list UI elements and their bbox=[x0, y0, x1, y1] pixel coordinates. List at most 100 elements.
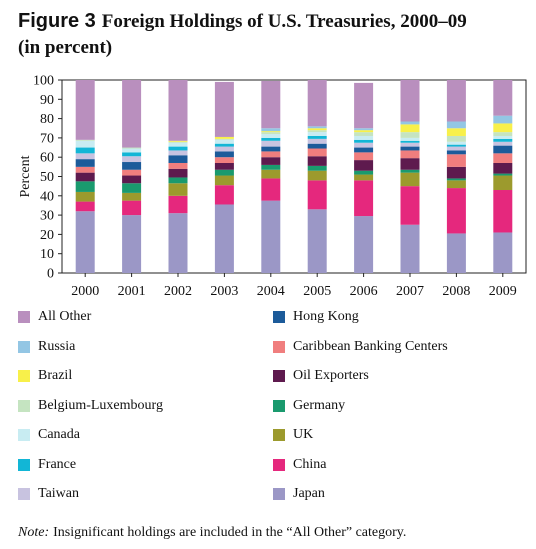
bar-segment bbox=[446, 144, 466, 147]
note-label: Note: bbox=[18, 525, 50, 540]
x-tick-label: 2007 bbox=[396, 284, 424, 299]
bar-segment bbox=[307, 130, 327, 133]
bar-segment bbox=[261, 132, 281, 135]
x-tick-label: 2006 bbox=[350, 284, 378, 299]
bar-segment bbox=[168, 80, 188, 141]
y-tick-label: 70 bbox=[40, 131, 54, 146]
bar-segment bbox=[261, 128, 281, 132]
bar-segment bbox=[446, 233, 466, 273]
bar-segment bbox=[307, 132, 327, 136]
bar-segment bbox=[168, 168, 188, 178]
legend-swatch bbox=[18, 488, 30, 500]
bar-segment bbox=[168, 177, 188, 184]
title-subtitle: (in percent) bbox=[18, 37, 113, 58]
bar-segment bbox=[400, 150, 420, 159]
bar-segment bbox=[307, 148, 327, 157]
bar-segment bbox=[75, 181, 95, 192]
bar-segment bbox=[214, 169, 234, 176]
bar-segment bbox=[214, 204, 234, 273]
legend-swatch bbox=[273, 340, 285, 353]
bar-segment bbox=[122, 162, 142, 170]
bar-segment bbox=[168, 183, 188, 196]
bar-segment bbox=[354, 139, 374, 143]
bar-segment bbox=[400, 124, 420, 133]
bar-segment bbox=[261, 151, 281, 158]
y-tick-label: 60 bbox=[40, 151, 54, 166]
bar-segment bbox=[168, 162, 188, 169]
x-tick-label: 2008 bbox=[442, 284, 470, 299]
bar-segment bbox=[400, 132, 420, 138]
x-tick-label: 2001 bbox=[118, 284, 146, 299]
bar-segment bbox=[168, 141, 188, 143]
bar-segment bbox=[446, 180, 466, 189]
bar-segment bbox=[261, 131, 281, 133]
bar-segment bbox=[214, 143, 234, 147]
y-tick-label: 0 bbox=[47, 267, 54, 282]
bar-segment bbox=[307, 126, 327, 129]
bar-segment bbox=[307, 165, 327, 171]
bar-segment bbox=[446, 128, 466, 136]
bar-segment bbox=[214, 139, 234, 144]
bar-segment bbox=[446, 121, 466, 129]
legend-label: Oil Exporters bbox=[293, 368, 369, 383]
bar-segment bbox=[122, 215, 142, 273]
legend-swatch bbox=[18, 311, 30, 323]
legend-label: Canada bbox=[38, 427, 80, 442]
x-tick-label: 2000 bbox=[71, 284, 99, 299]
bar-segment bbox=[493, 145, 513, 154]
legend-label: China bbox=[293, 456, 327, 472]
legend-label: Taiwan bbox=[38, 486, 80, 501]
y-tick-label: 40 bbox=[40, 189, 54, 204]
bar-segment bbox=[214, 185, 234, 205]
bar-segment bbox=[446, 150, 466, 155]
x-tick-label: 2009 bbox=[489, 284, 517, 299]
bar-segment bbox=[261, 178, 281, 201]
bar-segment bbox=[354, 216, 374, 273]
bar-segment bbox=[307, 128, 327, 131]
bar-segment bbox=[307, 170, 327, 181]
bar-segment bbox=[354, 132, 374, 136]
bar-segment bbox=[307, 209, 327, 273]
bar-segment bbox=[493, 115, 513, 124]
y-tick-label: 20 bbox=[40, 228, 54, 243]
bar-segment bbox=[307, 138, 327, 144]
bar-segment bbox=[261, 134, 281, 138]
figure-label: Figure 3 bbox=[18, 10, 96, 32]
bar-segment bbox=[75, 80, 95, 140]
bar-segment bbox=[493, 175, 513, 191]
bar-segment bbox=[493, 80, 513, 116]
legend-swatch bbox=[273, 458, 285, 471]
x-tick-label: 2003 bbox=[210, 284, 238, 299]
y-tick-label: 80 bbox=[40, 112, 54, 127]
bar-segment bbox=[168, 213, 188, 273]
bar-segment bbox=[214, 151, 234, 158]
bar-segment bbox=[446, 80, 466, 122]
title-text: Foreign Holdings of U.S. Treasuries, 200… bbox=[101, 11, 467, 32]
bar-segment bbox=[400, 186, 420, 225]
legend-label: Germany bbox=[293, 397, 346, 413]
y-tick-label: 10 bbox=[40, 247, 54, 262]
bar-segment bbox=[493, 232, 513, 273]
bar-segment bbox=[261, 157, 281, 165]
bar-segment bbox=[354, 142, 374, 148]
legend-label: Belgium-Luxembourg bbox=[38, 397, 163, 413]
bar-segment bbox=[214, 138, 234, 140]
legend-swatch bbox=[18, 399, 30, 412]
legend-swatch bbox=[18, 458, 30, 471]
legend-swatch bbox=[18, 370, 30, 382]
legend-label: All Other bbox=[38, 309, 92, 324]
bar-segment bbox=[400, 146, 420, 151]
legend-label: France bbox=[38, 456, 77, 472]
bar-segment bbox=[354, 160, 374, 171]
bar-segment bbox=[446, 166, 466, 179]
bar-segment bbox=[354, 174, 374, 181]
bar-segment bbox=[446, 141, 466, 145]
y-tick-label: 50 bbox=[40, 170, 54, 185]
legend-label: UK bbox=[293, 427, 314, 442]
chart-title: Figure 3 Foreign Holdings of U.S. Treasur… bbox=[18, 8, 528, 61]
bar-segment bbox=[400, 121, 420, 125]
note-text: Insignificant holdings are included in t… bbox=[53, 525, 407, 540]
legend-swatch bbox=[273, 399, 285, 412]
x-tick-label: 2005 bbox=[303, 284, 331, 299]
bar-segment bbox=[493, 141, 513, 146]
